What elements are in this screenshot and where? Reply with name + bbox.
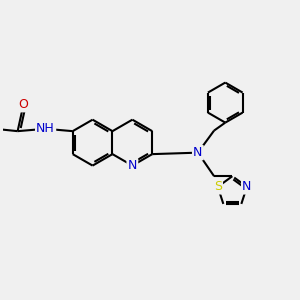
Text: N: N [242, 180, 252, 193]
Text: O: O [18, 98, 28, 111]
Text: NH: NH [36, 122, 55, 135]
Text: S: S [214, 180, 222, 193]
Text: N: N [128, 159, 137, 172]
Text: N: N [193, 146, 203, 159]
